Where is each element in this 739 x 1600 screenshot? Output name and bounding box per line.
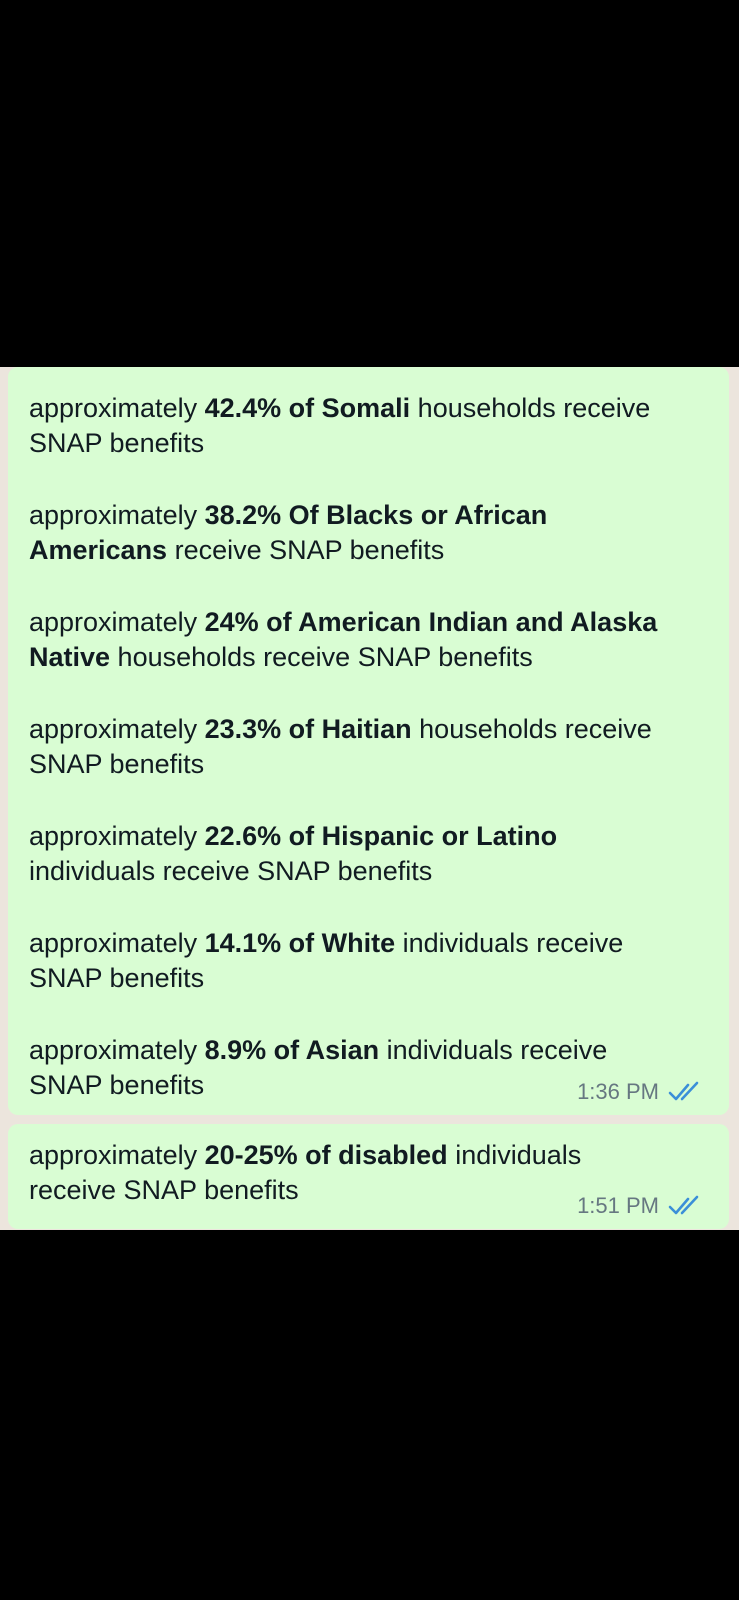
message-paragraph: approximately 14.1% of White individuals… <box>29 928 624 993</box>
message-paragraph: approximately 38.2% Of Blacks or African… <box>29 500 548 565</box>
double-check-read-icon <box>668 1195 699 1214</box>
message-paragraph: approximately 24% of American Indian and… <box>29 607 658 672</box>
message-paragraph: approximately 8.9% of Asian individuals … <box>29 1035 608 1100</box>
top-black-bar <box>0 0 739 367</box>
message-paragraph: approximately 20-25% of disabled individ… <box>29 1140 582 1205</box>
double-check-read-icon <box>668 1081 699 1100</box>
bottom-black-bar <box>0 1230 739 1600</box>
message-meta: 1:51 PM <box>577 1188 707 1223</box>
message-timestamp: 1:51 PM <box>577 1193 659 1218</box>
message-paragraph: approximately 22.6% of Hispanic or Latin… <box>29 821 558 886</box>
message-meta: 1:36 PM <box>577 1074 707 1109</box>
message-bubble[interactable]: approximately 42.4% of Somali households… <box>8 367 729 1115</box>
message-paragraph: approximately 42.4% of Somali households… <box>29 393 651 458</box>
chat-area[interactable]: approximately 42.4% of Somali households… <box>0 367 739 1230</box>
message-bubble[interactable]: approximately 20-25% of disabled individ… <box>8 1124 729 1229</box>
message-timestamp: 1:36 PM <box>577 1079 659 1104</box>
message-paragraph: approximately 23.3% of Haitian household… <box>29 714 652 779</box>
